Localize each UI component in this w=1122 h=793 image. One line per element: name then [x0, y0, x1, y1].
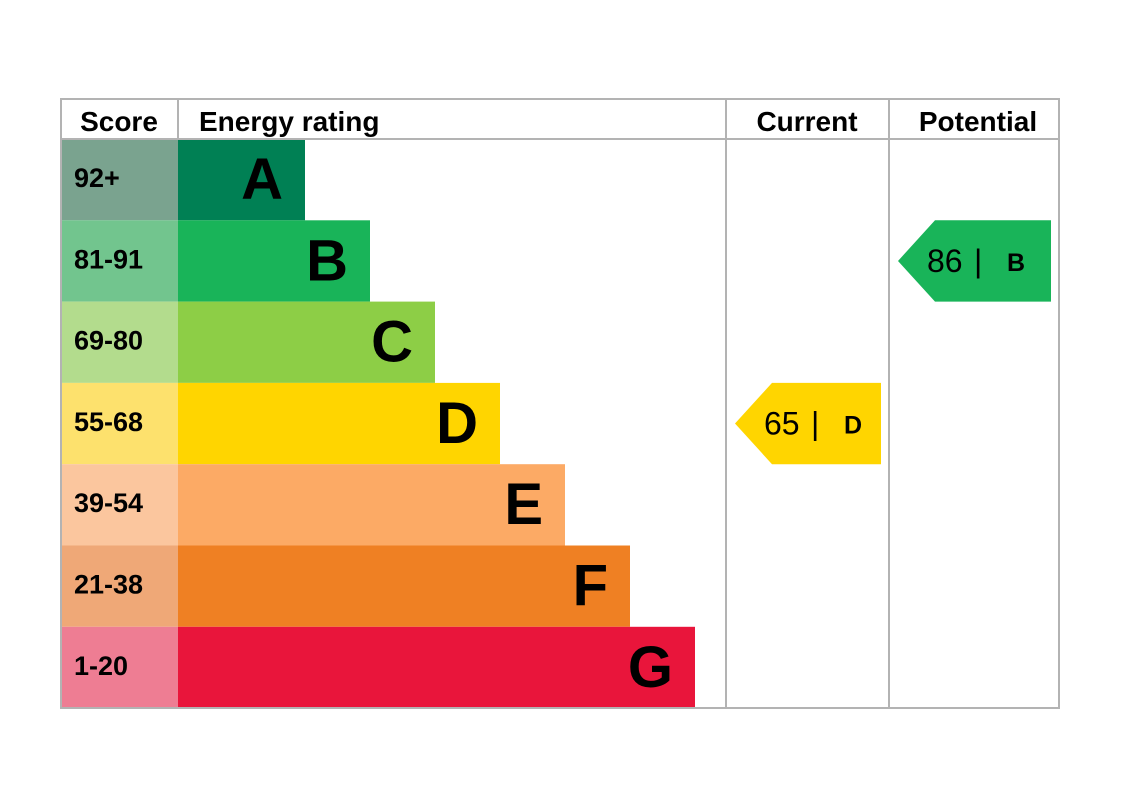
- band-bar-d: [178, 382, 500, 465]
- score-label-d: 55-68: [74, 407, 143, 437]
- headers-layer: Score Energy rating Current Potential: [80, 106, 1037, 137]
- band-letter-d: D: [436, 391, 478, 456]
- score-cell-e: [61, 464, 178, 546]
- current-rating-value: 65: [764, 406, 800, 442]
- band-bar-f: [178, 545, 630, 627]
- potential-rating-value: 86: [927, 243, 963, 279]
- band-bar-g: [178, 626, 695, 708]
- score-cell-f: [61, 545, 178, 627]
- band-letter-b: B: [306, 228, 348, 293]
- score-label-f: 21-38: [74, 570, 143, 600]
- score-label-c: 69-80: [74, 326, 143, 356]
- score-header: Score: [80, 106, 158, 137]
- band-letter-e: E: [504, 472, 543, 537]
- table-frame: [60, 98, 1060, 709]
- arrows-layer: 65 | D 86 | B: [735, 220, 1051, 465]
- bands-layer: 92+ A 81-91 B 69-80 C 55-68 D 39-54 E 21-38 F 1-20 G: [61, 139, 695, 708]
- score-cell-d: [61, 382, 178, 465]
- band-letter-g: G: [628, 635, 673, 700]
- band-bar-a: [178, 139, 305, 221]
- band-letter-f: F: [573, 554, 608, 619]
- band-bar-e: [178, 464, 565, 546]
- current-rating-separator: |: [811, 406, 819, 442]
- band-bar-b: [178, 220, 370, 302]
- energy-rating-header: Energy rating: [199, 106, 379, 137]
- score-label-g: 1-20: [74, 651, 128, 681]
- score-label-b: 81-91: [74, 244, 143, 274]
- score-cell-b: [61, 220, 178, 302]
- score-cell-g: [61, 626, 178, 708]
- score-cell-a: [61, 139, 178, 221]
- grid-layer: [60, 98, 1060, 709]
- band-bar-c: [178, 301, 435, 383]
- potential-rating-arrow: [898, 220, 1051, 302]
- score-label-a: 92+: [74, 163, 120, 193]
- score-cell-c: [61, 301, 178, 383]
- potential-rating-letter: B: [1007, 249, 1025, 277]
- potential-header: Potential: [919, 106, 1037, 137]
- score-label-e: 39-54: [74, 488, 143, 518]
- current-rating-arrow: [735, 382, 881, 465]
- band-letter-c: C: [371, 310, 413, 375]
- band-letter-a: A: [241, 147, 283, 212]
- current-rating-letter: D: [844, 412, 862, 440]
- current-header: Current: [756, 106, 857, 137]
- potential-rating-separator: |: [974, 243, 982, 279]
